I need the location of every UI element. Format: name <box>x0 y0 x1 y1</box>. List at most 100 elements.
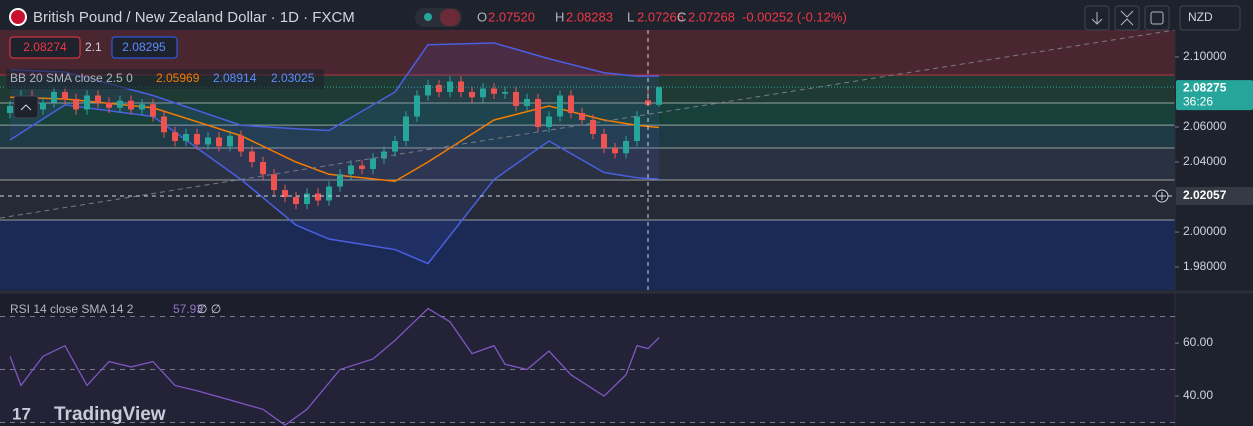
candle-body <box>128 100 134 110</box>
candle-body <box>227 135 233 147</box>
candle-body <box>249 151 255 163</box>
ohlc-label: L <box>627 9 634 24</box>
indicator-value: 2.05969 <box>156 71 200 85</box>
last-price-box <box>1176 80 1253 111</box>
y-tick-label: 2.04000 <box>1183 154 1227 168</box>
collapse-icon <box>1120 10 1134 26</box>
candle-body <box>491 88 497 94</box>
candle-body <box>469 91 475 98</box>
status-dot <box>424 13 432 21</box>
candle-body <box>84 95 90 110</box>
candle-body <box>579 112 585 120</box>
price-zone <box>0 125 1175 149</box>
candle-body <box>535 98 541 127</box>
collapse-legend-icon <box>20 104 32 111</box>
legend-bg <box>6 69 324 89</box>
scroll-icon <box>1091 12 1103 25</box>
candle-body <box>524 98 530 106</box>
ohlc-value: 2.07268 <box>688 9 735 24</box>
indicator-value: ∅ ∅ <box>197 302 221 316</box>
scroll-button[interactable] <box>1084 5 1110 31</box>
currency[interactable]: NZD <box>1188 10 1213 24</box>
price-axis <box>1175 0 1253 426</box>
candle-body <box>238 135 244 152</box>
candle-body <box>150 104 156 117</box>
spread: 2.1 <box>85 40 102 54</box>
candle-body <box>172 132 178 142</box>
sell-price[interactable]: 2.08274 <box>23 40 67 54</box>
candle-body <box>359 165 365 170</box>
y-tick-label: 60.00 <box>1183 335 1213 349</box>
buy-button[interactable] <box>111 36 178 59</box>
buy-price[interactable]: 2.08295 <box>122 40 166 54</box>
candle-body <box>546 116 552 127</box>
candle-body <box>183 134 189 142</box>
candle-body <box>634 116 640 142</box>
collapse-legend-button[interactable] <box>13 95 39 119</box>
candle-body <box>623 141 629 154</box>
price-zone <box>0 219 1175 290</box>
flag-icon <box>9 8 27 26</box>
indicator-value: 2.03025 <box>271 71 315 85</box>
indicator-value: 57.93 <box>173 302 203 316</box>
price-change: -0.00252 (-0.12%) <box>742 9 847 24</box>
candle-body <box>271 174 277 191</box>
candle-body <box>260 162 266 175</box>
candle-body <box>601 134 607 149</box>
candle-body <box>62 91 68 99</box>
price-zone <box>0 180 1175 220</box>
candle-body <box>392 141 398 152</box>
crosshair-price-box <box>1176 187 1253 206</box>
candle-body <box>458 81 464 92</box>
y-tick-label: 2.00000 <box>1183 224 1227 238</box>
sell-button[interactable] <box>9 36 81 59</box>
candle-body <box>480 88 486 98</box>
candle-body <box>293 197 299 205</box>
currency-button[interactable] <box>1179 5 1241 31</box>
y-tick-label: 2.06000 <box>1183 119 1227 133</box>
logo-mark: 17 <box>12 404 31 423</box>
candle-body <box>304 193 310 205</box>
collapse-button[interactable] <box>1114 5 1140 31</box>
price-zone <box>0 148 1175 181</box>
header-bar <box>0 0 1253 30</box>
band-fill <box>10 42 659 264</box>
y-tick-label: 2.10000 <box>1183 49 1227 63</box>
candle-body <box>95 95 101 103</box>
candle-body <box>194 134 200 145</box>
indicator-name[interactable]: BB 20 SMA close 2.5 0 <box>10 71 133 85</box>
branding[interactable]: TradingView <box>54 404 166 425</box>
ohlc-label: H <box>555 9 564 24</box>
candle-body <box>40 102 46 110</box>
candle-body <box>370 158 376 170</box>
candle-body <box>502 91 508 94</box>
candle-body <box>315 193 321 201</box>
last-price-label: 2.08275 <box>1183 80 1227 94</box>
price-zone <box>0 30 1175 75</box>
indicator-value: 2.08914 <box>213 71 257 85</box>
price-zone <box>0 103 1175 126</box>
candle-body <box>205 137 211 145</box>
indicator-name[interactable]: RSI 14 close SMA 14 2 <box>10 302 134 316</box>
reset-button[interactable] <box>1144 5 1170 31</box>
candle-body <box>348 165 354 175</box>
candle-body <box>612 148 618 154</box>
ohlc-label: O <box>477 9 487 24</box>
y-tick-label: 40.00 <box>1183 388 1213 402</box>
candle-body <box>73 98 79 110</box>
rsi-band <box>0 316 1175 423</box>
ohlc-value: 2.07266 <box>637 9 684 24</box>
candle-body <box>139 104 145 110</box>
main-pane <box>0 29 1176 426</box>
candle-body <box>282 190 288 198</box>
candle-body <box>557 95 563 117</box>
candle-body <box>513 91 519 106</box>
ohlc-value: 2.08283 <box>566 9 613 24</box>
candle-body <box>337 174 343 187</box>
candle-body <box>106 102 112 108</box>
trend-line[interactable] <box>0 29 1176 219</box>
crosshair-add-icon <box>1158 192 1166 201</box>
rsi-pane <box>0 292 1175 426</box>
candle-body <box>7 105 13 113</box>
symbol-title[interactable]: British Pound / New Zealand Dollar · 1D … <box>33 9 355 26</box>
